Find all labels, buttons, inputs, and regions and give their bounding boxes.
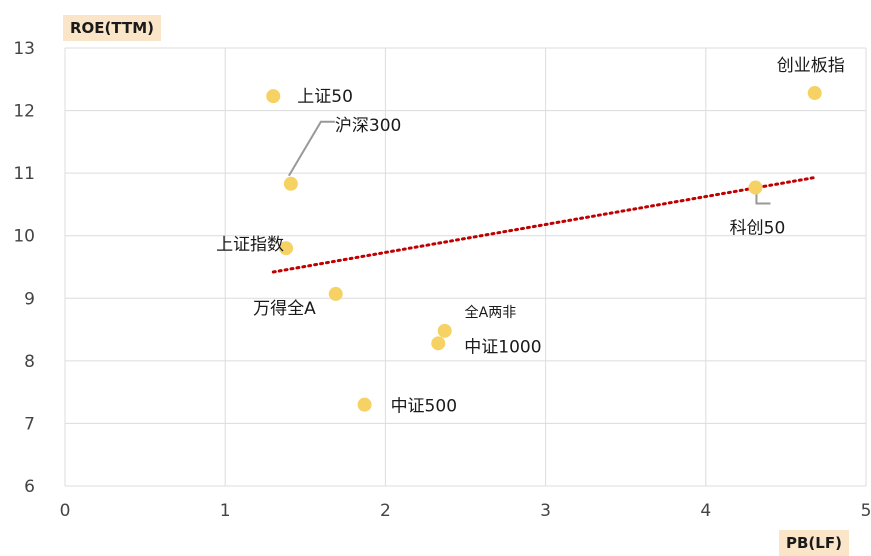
y-tick-label: 13 [13,39,35,59]
x-tick-label: 5 [861,501,871,521]
x-tick-label: 0 [60,501,71,521]
x-tick-labels: 0 1 2 3 4 5 [60,501,871,521]
data-point [283,176,298,191]
leader-line [288,120,335,177]
data-point [431,336,446,351]
leader-lines [288,120,771,205]
y-tick-labels: 6 7 8 9 10 11 12 13 [13,39,35,497]
x-tick-label: 3 [540,501,551,521]
x-tick-label: 1 [220,501,231,521]
leader-line [755,193,771,205]
y-tick-label: 10 [13,227,35,247]
y-tick-label: 7 [24,414,35,434]
point-label: 沪深300 [335,116,401,136]
point-label: 上证50 [297,87,353,107]
data-point [328,286,343,301]
x-tick-label: 4 [700,501,711,521]
point-label: 万得全A [253,299,316,319]
data-points [266,86,822,412]
data-point [266,89,281,104]
data-point [748,180,763,195]
y-tick-label: 6 [24,477,35,497]
grid-lines [64,47,867,487]
x-tick-label: 2 [380,501,391,521]
y-tick-label: 8 [24,352,35,372]
point-label: 创业板指 [777,56,845,76]
y-axis-title: ROE(TTM) [63,15,161,41]
point-label: 科创50 [730,219,786,239]
y-tick-label: 12 [13,102,35,122]
trendline [271,176,817,274]
data-point [437,323,452,338]
point-label: 中证1000 [464,337,541,357]
y-tick-label: 11 [13,164,35,184]
y-tick-label: 9 [24,289,35,309]
data-point [357,397,372,412]
point-label: 中证500 [391,397,457,417]
data-point [279,241,294,256]
trendline-line [271,176,817,274]
x-axis-title: PB(LF) [779,530,849,556]
point-label: 上证指数 [216,235,284,255]
data-point [807,86,822,101]
point-label: 全A两非 [465,304,517,321]
